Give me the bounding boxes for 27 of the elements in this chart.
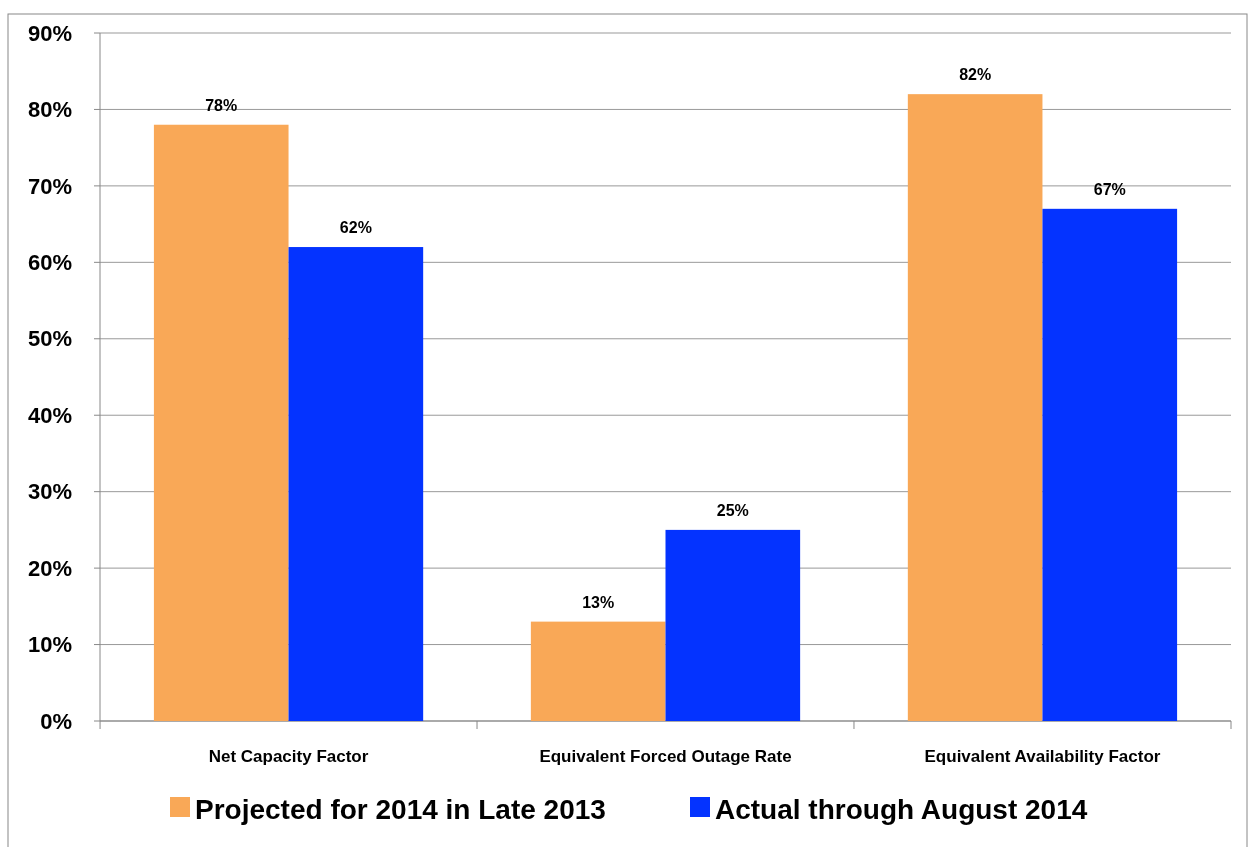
- y-tick-label: 0%: [40, 708, 72, 734]
- data-label: 25%: [716, 501, 749, 519]
- bar: [153, 124, 289, 721]
- legend-label: Actual through August 2014: [715, 793, 1088, 825]
- data-label: 13%: [582, 593, 615, 611]
- bar: [665, 529, 801, 721]
- data-label: 78%: [205, 96, 238, 114]
- legend-label: Projected for 2014 in Late 2013: [195, 793, 606, 825]
- y-tick-label: 70%: [27, 173, 72, 199]
- data-label: 67%: [1093, 180, 1126, 198]
- y-tick-label: 40%: [27, 402, 72, 428]
- y-tick-label: 60%: [27, 250, 72, 276]
- data-label: 82%: [959, 66, 992, 84]
- y-tick-label: 80%: [27, 97, 72, 123]
- bar: [288, 247, 424, 721]
- y-tick-label: 20%: [27, 555, 72, 581]
- x-tick-label: Equivalent Availability Factor: [924, 747, 1161, 766]
- x-tick-label: Equivalent Forced Outage Rate: [539, 747, 792, 766]
- bar: [530, 621, 666, 721]
- y-tick-label: 30%: [27, 479, 72, 505]
- y-tick-label: 50%: [27, 326, 72, 352]
- y-tick-label: 10%: [27, 632, 72, 658]
- x-tick-label: Net Capacity Factor: [208, 747, 369, 766]
- bar: [907, 94, 1043, 721]
- y-tick-label: 90%: [27, 20, 72, 46]
- bar: [1042, 208, 1178, 721]
- data-label: 62%: [339, 219, 372, 237]
